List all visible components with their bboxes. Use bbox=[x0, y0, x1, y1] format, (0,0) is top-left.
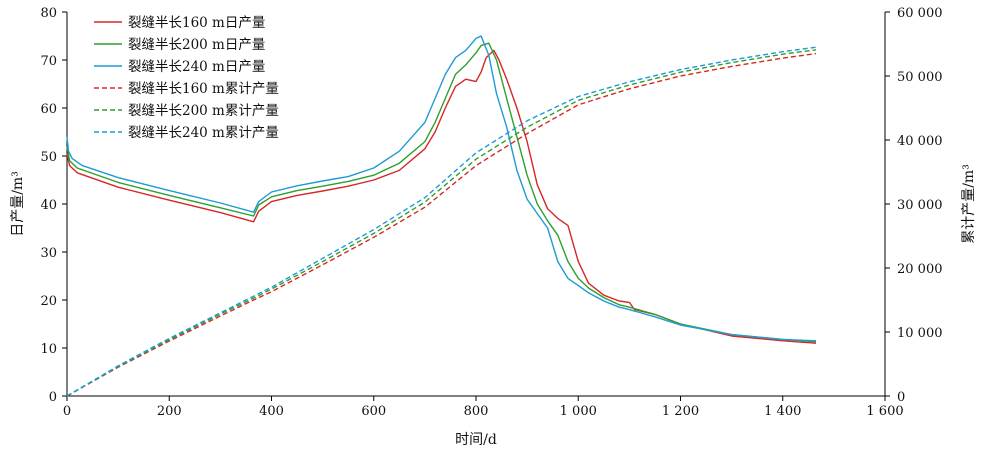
left-y-tick-label: 40 bbox=[40, 198, 57, 213]
series-line-2 bbox=[66, 42, 817, 343]
right-y-axis-title: 累计产量/m³ bbox=[961, 164, 977, 244]
right-y-tick-label: 60 000 bbox=[897, 6, 943, 21]
left-y-tick-label: 70 bbox=[40, 54, 57, 69]
x-tick-label: 800 bbox=[464, 404, 489, 419]
x-tick-label: 0 bbox=[63, 404, 71, 419]
left-y-tick-label: 10 bbox=[40, 342, 57, 357]
left-y-tick-label: 60 bbox=[40, 102, 57, 117]
legend-label-4: 裂缝半长160 m累计产量 bbox=[128, 81, 279, 97]
x-tick-label: 1 000 bbox=[560, 404, 597, 419]
legend-label-3: 裂缝半长240 m日产量 bbox=[128, 59, 265, 75]
x-tick-label: 1 600 bbox=[866, 404, 903, 419]
left-y-tick-label: 80 bbox=[40, 6, 57, 21]
series-line-4 bbox=[66, 52, 817, 397]
legend-label-2: 裂缝半长200 m日产量 bbox=[128, 37, 265, 53]
series-line-6 bbox=[66, 46, 817, 397]
left-y-tick-label: 20 bbox=[40, 294, 57, 309]
x-tick-label: 600 bbox=[361, 404, 386, 419]
x-axis-title: 时间/d bbox=[455, 432, 497, 448]
series-line-5 bbox=[66, 49, 817, 397]
right-y-tick-label: 50 000 bbox=[897, 70, 943, 85]
axes: 0 200 400 600 800 1 000 1 200 1 400 1 6000102030… bbox=[10, 6, 977, 448]
series-line-1 bbox=[66, 49, 817, 344]
right-y-tick-label: 30 000 bbox=[897, 198, 943, 213]
x-tick-label: 1 200 bbox=[662, 404, 699, 419]
legend-label-6: 裂缝半长240 m累计产量 bbox=[128, 125, 279, 141]
series-layer bbox=[66, 35, 817, 397]
left-y-tick-label: 0 bbox=[49, 390, 57, 405]
right-y-tick-label: 40 000 bbox=[897, 134, 943, 149]
x-tick-label: 1 400 bbox=[764, 404, 801, 419]
right-y-tick-label: 10 000 bbox=[897, 326, 943, 341]
right-y-tick-label: 0 bbox=[897, 390, 905, 405]
legend-label-5: 裂缝半长200 m累计产量 bbox=[128, 103, 279, 119]
right-y-tick-label: 20 000 bbox=[897, 262, 943, 277]
x-tick-label: 400 bbox=[259, 404, 284, 419]
left-y-tick-label: 50 bbox=[40, 150, 57, 165]
series-line-3 bbox=[66, 35, 817, 342]
x-tick-label: 200 bbox=[157, 404, 182, 419]
left-y-axis-title: 日产量/m³ bbox=[10, 171, 26, 237]
left-y-tick-label: 30 bbox=[40, 246, 57, 261]
legend-label-1: 裂缝半长160 m日产量 bbox=[128, 15, 265, 31]
